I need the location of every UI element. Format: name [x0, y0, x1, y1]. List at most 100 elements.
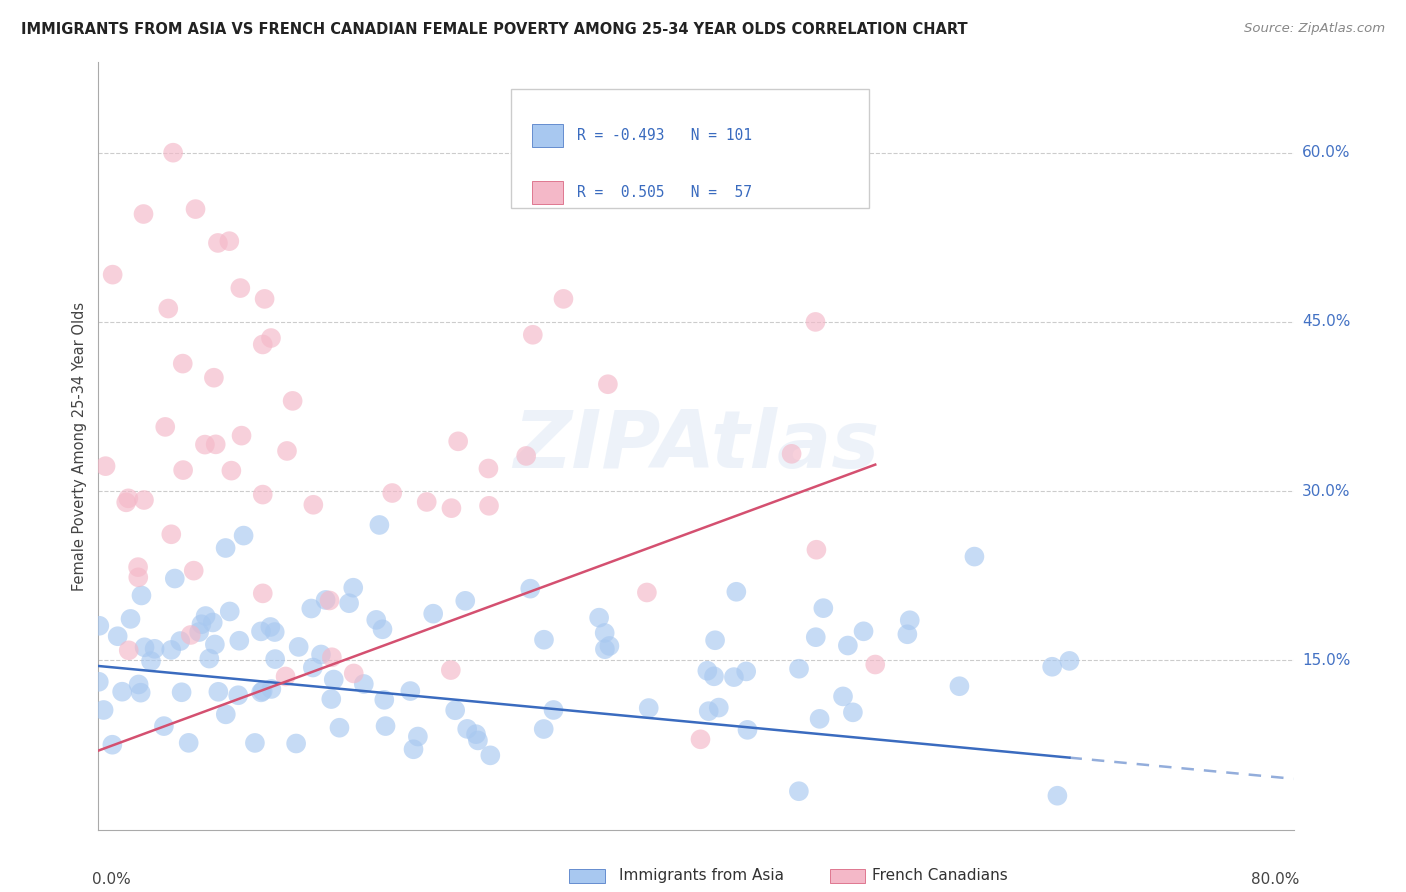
Point	[963, 549, 986, 564]
Text: 30.0%: 30.0%	[1302, 483, 1350, 499]
Point	[87, 674, 110, 689]
Point	[381, 486, 404, 500]
Point	[837, 639, 859, 653]
Point	[813, 601, 835, 615]
Point	[374, 719, 396, 733]
Point	[440, 663, 463, 677]
Point	[737, 723, 759, 737]
Point	[221, 464, 243, 478]
Point	[399, 684, 422, 698]
Point	[155, 420, 177, 434]
Point	[337, 596, 360, 610]
Point	[697, 704, 720, 718]
Point	[287, 640, 309, 654]
Point	[259, 620, 281, 634]
Point	[553, 292, 575, 306]
Point	[422, 607, 444, 621]
Point	[865, 657, 887, 672]
Point	[229, 281, 252, 295]
Point	[368, 518, 391, 533]
Point	[519, 582, 541, 596]
Point	[260, 331, 283, 345]
Point	[787, 784, 810, 798]
Text: 60.0%: 60.0%	[1302, 145, 1350, 161]
Point	[447, 434, 470, 449]
Point	[118, 643, 141, 657]
Point	[128, 677, 150, 691]
Point	[250, 685, 273, 699]
Point	[406, 730, 429, 744]
Point	[478, 499, 501, 513]
Point	[321, 692, 343, 706]
Point	[593, 626, 616, 640]
Point	[1046, 789, 1069, 803]
Point	[588, 610, 610, 624]
Point	[804, 315, 827, 329]
Point	[593, 642, 616, 657]
Point	[204, 637, 226, 651]
Point	[689, 732, 711, 747]
Point	[804, 630, 827, 644]
Text: 0.0%: 0.0%	[93, 871, 131, 887]
Point	[522, 327, 544, 342]
Point	[201, 615, 224, 630]
Point	[322, 673, 344, 687]
Point	[520, 145, 543, 160]
Point	[366, 613, 388, 627]
Point	[281, 393, 304, 408]
Point	[132, 493, 155, 508]
Point	[852, 624, 875, 639]
Point	[94, 459, 117, 474]
Point	[704, 633, 727, 648]
Point	[177, 736, 200, 750]
Point	[299, 601, 322, 615]
Point	[302, 498, 325, 512]
Point	[207, 685, 229, 699]
Point	[1059, 654, 1081, 668]
Point	[169, 634, 191, 648]
Point	[371, 622, 394, 636]
Y-axis label: Female Poverty Among 25-34 Year Olds: Female Poverty Among 25-34 Year Olds	[72, 301, 87, 591]
Point	[373, 693, 395, 707]
Point	[232, 528, 254, 542]
Point	[218, 234, 240, 248]
Point	[101, 268, 124, 282]
Point	[134, 640, 156, 655]
FancyBboxPatch shape	[533, 181, 562, 204]
Point	[315, 593, 337, 607]
Point	[328, 721, 350, 735]
Point	[896, 627, 918, 641]
Text: R = -0.493   N = 101: R = -0.493 N = 101	[576, 128, 752, 143]
Point	[207, 235, 229, 250]
Point	[596, 377, 619, 392]
Point	[402, 742, 425, 756]
Point	[808, 712, 831, 726]
Text: 45.0%: 45.0%	[1302, 314, 1350, 329]
Point	[444, 703, 467, 717]
Point	[111, 684, 134, 698]
Point	[218, 605, 240, 619]
Point	[696, 664, 718, 678]
Text: R =  0.505   N =  57: R = 0.505 N = 57	[576, 186, 752, 201]
Point	[343, 666, 366, 681]
Point	[215, 707, 238, 722]
Point	[180, 628, 202, 642]
Point	[543, 703, 565, 717]
Point	[723, 670, 745, 684]
Point	[115, 495, 138, 509]
Point	[302, 660, 325, 674]
Point	[139, 654, 162, 668]
Point	[184, 202, 207, 216]
Point	[194, 609, 217, 624]
Point	[183, 564, 205, 578]
Point	[467, 733, 489, 747]
Point	[832, 690, 855, 704]
Point	[440, 501, 463, 516]
Text: Immigrants from Asia: Immigrants from Asia	[619, 869, 783, 883]
Point	[636, 585, 658, 599]
Point	[132, 207, 155, 221]
Point	[160, 643, 183, 657]
Point	[131, 589, 153, 603]
Point	[253, 292, 276, 306]
Point	[710, 169, 733, 184]
